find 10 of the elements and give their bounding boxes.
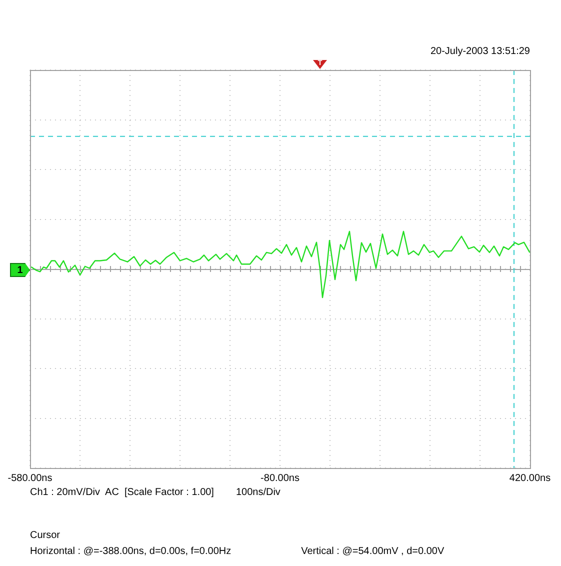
x-tick-label: -80.00ns bbox=[260, 472, 300, 484]
text: Horizontal : @=-388.00ns, d=0.00s, f=0.00Hz bbox=[30, 546, 232, 557]
text: Cursor bbox=[30, 530, 60, 541]
text: 100ns/Div bbox=[236, 487, 280, 498]
channel-marker-icon: 1 bbox=[10, 263, 30, 277]
x-tick-label: -580.00ns bbox=[8, 472, 52, 484]
text: Vertical : @=54.00mV , d=0.00V bbox=[301, 546, 444, 557]
text: 20-July-2003 13:51:29 bbox=[430, 46, 530, 57]
text: Ch1 : 20mV/Div AC [Scale Factor : 1.00] bbox=[30, 487, 214, 498]
x-tick-label: 420.00ns bbox=[509, 472, 551, 484]
